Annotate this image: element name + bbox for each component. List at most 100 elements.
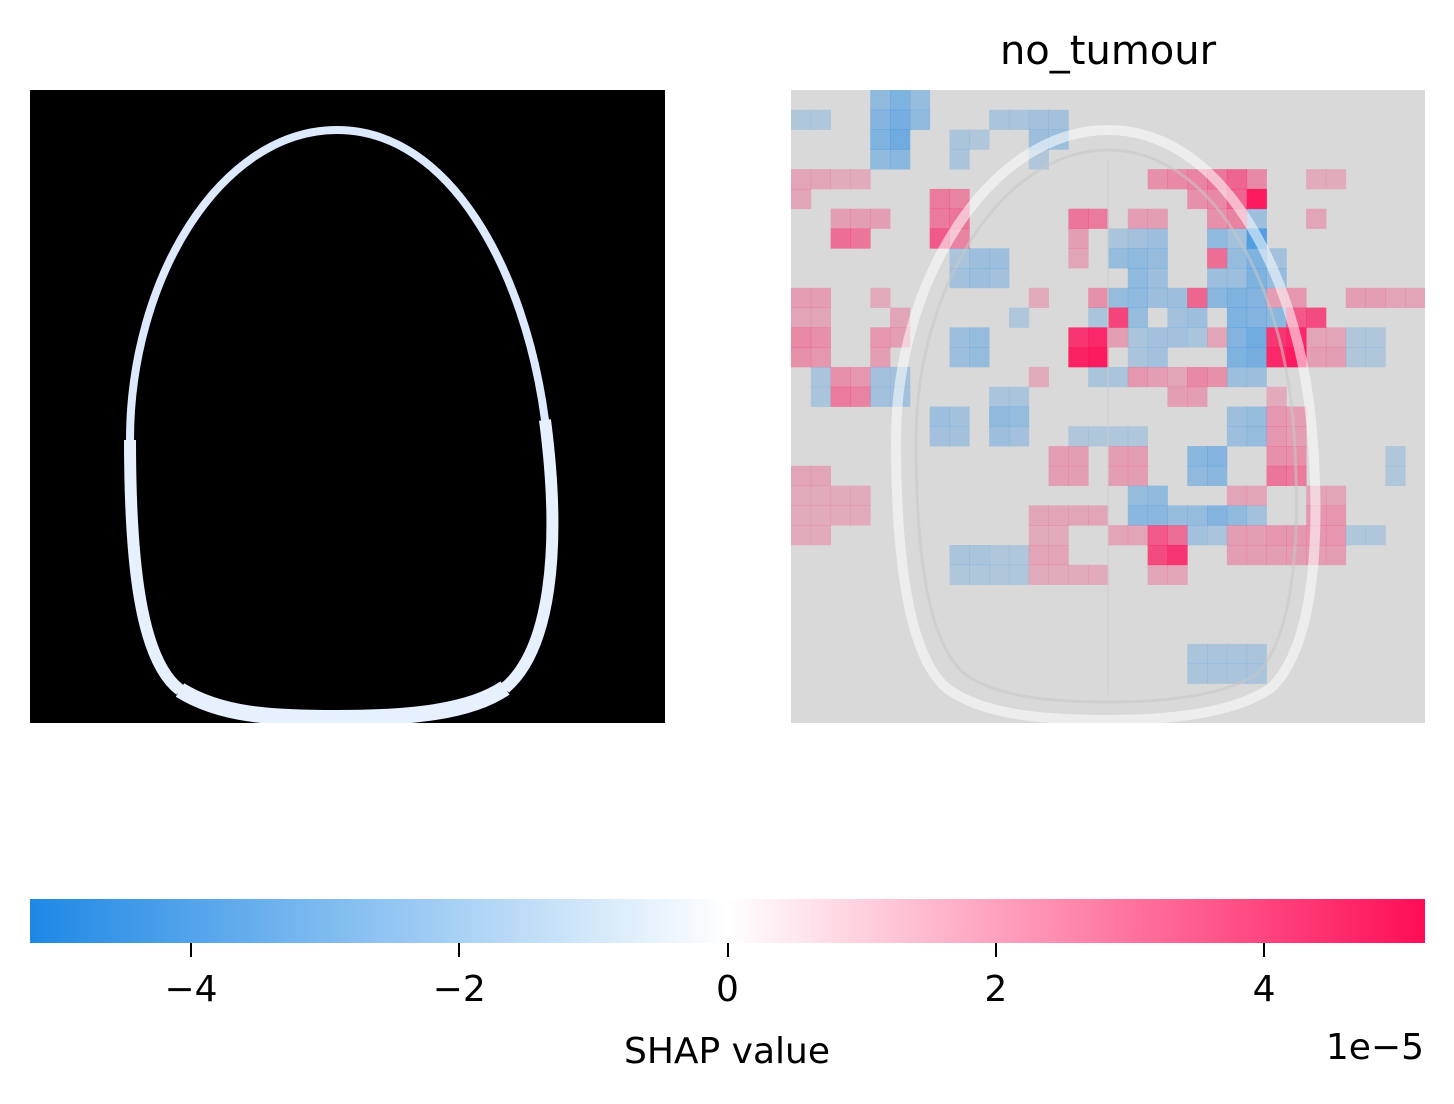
colorbar-label: SHAP value (623, 1031, 831, 1072)
shap-cell (989, 268, 1010, 289)
skull-outline (125, 125, 557, 723)
shap-cell (810, 169, 832, 190)
shap-cell (1088, 564, 1109, 585)
shap-cell (1207, 287, 1228, 308)
shap-cell (791, 169, 812, 190)
shap-cell (949, 188, 970, 210)
shap-cell (1147, 208, 1168, 229)
shap-cell (1187, 366, 1208, 388)
shap-cell (949, 544, 970, 566)
shap-cell (1325, 544, 1347, 566)
shap-cell (1187, 663, 1208, 684)
shap-cell (1226, 485, 1248, 506)
shap-cell (1266, 406, 1287, 427)
shap-cell (1187, 505, 1208, 526)
shap-cell (1167, 386, 1188, 407)
shap-cell (1008, 386, 1030, 407)
shap-cell (791, 109, 812, 130)
shap-cell (1167, 525, 1188, 546)
shap-cell (1127, 248, 1149, 269)
colorbar-exponent: 1e−5 (1325, 1027, 1424, 1068)
shap-cell (1207, 525, 1228, 546)
shap-cell (1147, 169, 1168, 190)
shap-cell (1226, 169, 1248, 190)
shap-cell (1246, 188, 1267, 210)
shap-cell (1048, 544, 1069, 566)
shap-cell (1147, 544, 1168, 566)
shap-cell (1068, 426, 1089, 447)
shap-cell (1266, 426, 1287, 447)
shap-cell (1286, 544, 1307, 566)
shap-cell (1286, 287, 1307, 308)
shap-cell (850, 485, 871, 506)
shap-cell (1226, 406, 1248, 427)
shap-cell (1088, 366, 1109, 388)
shap-cell (810, 485, 832, 506)
shap-cell (1147, 228, 1168, 249)
shap-cell (1246, 505, 1267, 526)
shap-cell (1226, 327, 1248, 348)
shap-cell (1127, 505, 1149, 526)
shap-cell (1325, 347, 1347, 368)
colorbar-tick-label: 4 (1252, 969, 1276, 1010)
shap-cell (791, 188, 812, 210)
shap-cell (1127, 525, 1149, 546)
shap-cell (1008, 406, 1030, 427)
shap-cell (810, 347, 832, 368)
shap-cell (989, 386, 1010, 407)
shap-cell (810, 366, 832, 388)
shap-cell (1246, 426, 1267, 447)
shap-cell (1226, 347, 1248, 368)
shap-cell (810, 525, 832, 546)
brain-ghost (890, 124, 1321, 723)
shap-cell (1246, 307, 1267, 328)
shap-cell (1108, 287, 1129, 308)
shap-cell (1207, 505, 1228, 526)
shap-cell (830, 386, 851, 407)
shap-cell (1246, 287, 1267, 308)
shap-cell (1147, 525, 1168, 546)
shap-cell (1325, 327, 1347, 348)
shap-cell (1187, 643, 1208, 665)
colorbar-tick (1263, 943, 1266, 957)
shap-cell (969, 129, 990, 150)
shap-cell (1127, 446, 1149, 467)
shap-cell (1108, 327, 1129, 348)
shap-cell (949, 347, 970, 368)
shap-cell (989, 426, 1010, 447)
shap-cell (949, 564, 970, 585)
shap-cell (1226, 663, 1248, 684)
panel-title: no_tumour (999, 28, 1217, 74)
colorbar (30, 899, 1425, 943)
shap-cell (1167, 544, 1188, 566)
shap-cell (850, 208, 871, 229)
shap-cell (830, 208, 851, 229)
shap-cell (969, 544, 990, 566)
input-image-panel (30, 90, 665, 723)
shap-cell (969, 248, 990, 269)
shap-cell (1246, 347, 1267, 368)
shap-cell (1048, 525, 1069, 546)
shap-cell (1088, 327, 1109, 348)
shap-cell (1088, 426, 1109, 447)
shap-cell (1068, 465, 1089, 487)
shap-cell (1187, 386, 1208, 407)
shap-cell (1167, 366, 1188, 388)
shap-cell (870, 129, 891, 150)
shap-cell (969, 564, 990, 585)
shap-cell (1325, 169, 1347, 190)
shap-cell (1008, 426, 1030, 447)
shap-cell (791, 465, 812, 487)
shap-cell (1207, 268, 1228, 289)
shap-cell (810, 505, 832, 526)
shap-cell (949, 327, 970, 348)
shap-cell (1365, 287, 1386, 308)
shap-cell (870, 149, 891, 170)
shap-cell (969, 268, 990, 289)
shap-cell (870, 386, 891, 407)
shap-cell (1187, 446, 1208, 467)
shap-cell (870, 366, 891, 388)
shap-cell (1088, 307, 1109, 328)
shap-cell (1226, 505, 1248, 526)
shap-cell (1306, 327, 1327, 348)
